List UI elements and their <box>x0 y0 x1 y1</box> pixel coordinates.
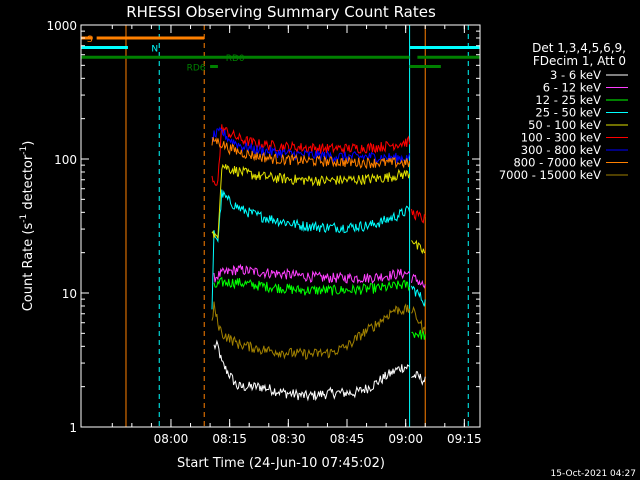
legend-label-6: 300 - 800 keV <box>521 143 601 157</box>
x-axis-label: Start Time (24-Jun-10 07:45:02) <box>177 456 385 471</box>
series-line-after-8 <box>411 305 426 333</box>
y-tick-label-0: 1 <box>69 421 77 435</box>
series-line-7 <box>211 136 411 170</box>
y-tick-label-3: 1000 <box>46 19 77 33</box>
series-line-after-1 <box>411 273 426 289</box>
series-line-after-5 <box>411 208 426 224</box>
legend-label-2: 12 - 25 keV <box>535 93 601 107</box>
flag-label-rd6: RD6 <box>187 64 206 74</box>
legend-label-7: 800 - 7000 keV <box>513 156 601 170</box>
y-tick-label-1: 10 <box>62 287 77 301</box>
chart-title: RHESSI Observing Summary Count Rates <box>126 3 436 21</box>
legend-label-8: 7000 - 15000 keV <box>499 168 601 182</box>
series-line-4 <box>211 163 411 239</box>
flag-label-n: N <box>151 44 158 54</box>
series-line-5 <box>211 124 411 187</box>
x-tick-label-4: 09:00 <box>388 432 423 446</box>
legend-label-5: 100 - 300 keV <box>521 131 601 145</box>
flag-label-rd0: RD0 <box>226 54 245 64</box>
legend-header-decimation: FDecim 1, Att 0 <box>533 54 626 68</box>
x-tick-label-1: 08:15 <box>212 432 247 446</box>
legend: Det 1,3,4,5,6,9, FDecim 1, Att 0 3 - 6 k… <box>499 41 628 182</box>
series-line-after-3 <box>411 285 426 307</box>
timestamp: 15-Oct-2021 04:27 <box>551 469 636 479</box>
series-line-2 <box>213 276 411 296</box>
x-tick-label-0: 08:00 <box>154 432 189 446</box>
series-line-0 <box>213 339 410 402</box>
series-line-after-0 <box>411 371 426 386</box>
legend-label-3: 25 - 50 keV <box>535 106 601 120</box>
x-tick-label-2: 08:30 <box>271 432 306 446</box>
legend-label-4: 50 - 100 keV <box>528 118 601 132</box>
series-line-3 <box>211 189 411 310</box>
y-axis-label: Count Rate (s-1 detector-1) <box>19 141 36 312</box>
series-line-after-4 <box>411 239 426 255</box>
series-line-1 <box>213 263 410 285</box>
legend-label-0: 3 - 6 keV <box>550 68 601 82</box>
flag-label-s: S <box>87 35 93 45</box>
series-line-8 <box>211 301 411 361</box>
x-tick-label-5: 09:15 <box>447 432 482 446</box>
legend-label-1: 6 - 12 keV <box>543 81 601 95</box>
legend-header-detectors: Det 1,3,4,5,6,9, <box>532 41 626 55</box>
x-tick-label-3: 08:45 <box>330 432 365 446</box>
y-tick-label-2: 100 <box>54 153 77 167</box>
plot-frame <box>80 24 481 428</box>
